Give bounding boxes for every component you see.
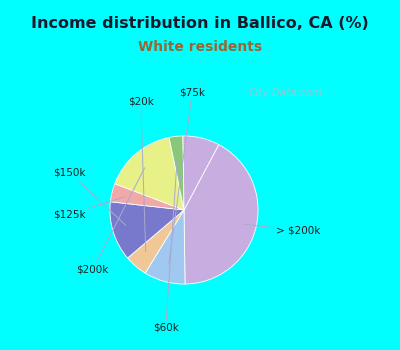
Text: White residents: White residents — [138, 40, 262, 54]
Wedge shape — [184, 145, 258, 284]
Wedge shape — [145, 210, 185, 284]
Wedge shape — [128, 210, 184, 273]
Text: $150k: $150k — [53, 168, 126, 225]
Wedge shape — [115, 138, 184, 210]
Wedge shape — [183, 136, 219, 210]
Wedge shape — [110, 184, 184, 210]
Text: $20k: $20k — [128, 97, 154, 252]
Text: Income distribution in Ballico, CA (%): Income distribution in Ballico, CA (%) — [31, 16, 369, 31]
Text: $75k: $75k — [169, 87, 205, 264]
Wedge shape — [169, 136, 184, 210]
Text: City-Data.com: City-Data.com — [249, 88, 323, 98]
Text: $200k: $200k — [76, 168, 145, 275]
Text: $60k: $60k — [153, 154, 179, 333]
Text: $125k: $125k — [53, 197, 124, 219]
Text: > $200k: > $200k — [244, 224, 321, 236]
Wedge shape — [110, 202, 184, 258]
